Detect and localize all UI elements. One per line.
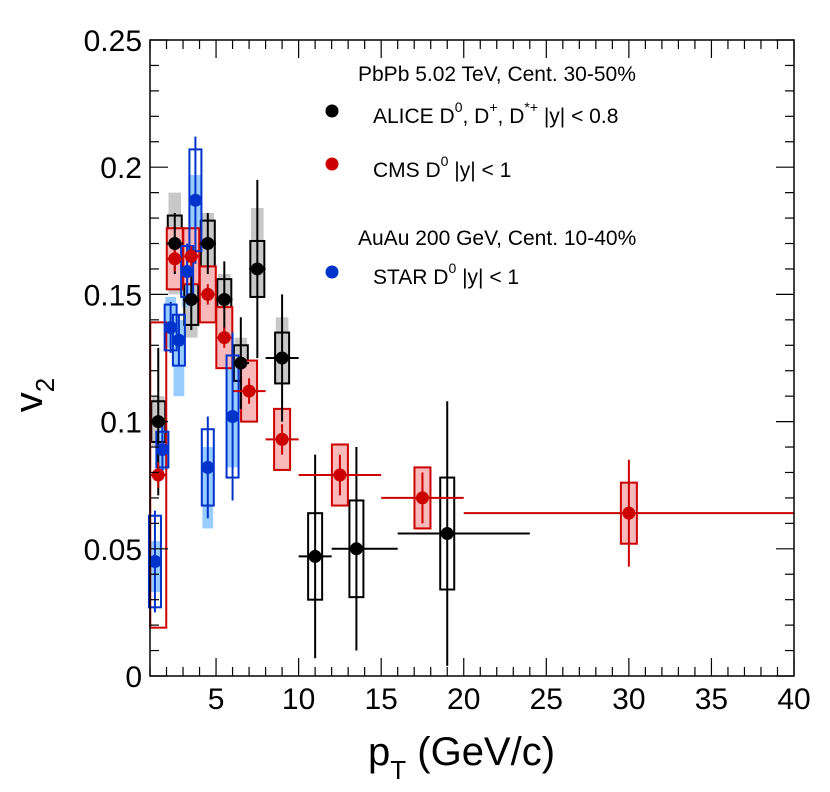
plot-frame-layer [149,39,795,677]
alice-point-9 [349,542,363,556]
star-point-7 [226,410,240,424]
alice-point-7 [275,351,289,365]
x-tick-label-2: 15 [364,683,397,716]
y-tick-label-4: 0.2 [100,152,142,185]
alice-point-5 [234,356,248,370]
cms-point-9 [622,506,636,520]
star-point-0 [148,555,162,569]
x-tick-label-1: 10 [282,683,315,716]
cms-point-4 [217,331,231,345]
data-points-layer [148,193,636,569]
plot-frame [149,39,795,677]
alice-point-6 [250,262,264,276]
cms-point-7 [333,468,347,482]
star-point-1 [155,443,169,457]
legend-label-star: STAR D0 |y| < 1 [373,260,519,289]
x-tick-label-0: 5 [208,683,225,716]
y-tick-label-0: 0 [125,661,142,694]
y-axis-title-main: v [7,392,51,412]
legend-marker-star [325,265,339,279]
systematic-boxes-layer [147,148,638,629]
y-tick-label-1: 0.05 [84,534,142,567]
star-point-3 [172,333,186,347]
legend-marker-cms [325,157,339,171]
cms-point-6 [275,432,289,446]
alice-point-8 [308,549,322,563]
y-tick-label-5: 0.25 [84,25,142,58]
legend-header-pbpb: PbPb 5.02 TeV, Cent. 30-50% [358,63,636,86]
star-point-4 [180,265,194,279]
alice-point-1 [168,237,182,251]
y-tick-label-3: 0.15 [84,279,142,312]
y-tick-label-2: 0.1 [100,407,142,440]
alice-point-3 [201,237,215,251]
star-point-6 [201,460,215,474]
x-axis-title-sub: T [390,755,406,785]
x-axis-title-unit: (GeV/c) [406,730,555,774]
star-point-5 [188,193,202,207]
tick-labels-layer: 5 10 15 20 25 30 35 40 0 0.05 0.1 0.15 0.2 0.25 [84,25,811,716]
legend: PbPb 5.02 TeV, Cent. 30-50% ALICE D0, D+… [325,63,636,289]
cms-point-8 [415,491,429,505]
x-tick-label-4: 25 [530,683,563,716]
legend-header-auau: AuAu 200 GeV, Cent. 10-40% [358,227,636,250]
cms-point-3 [201,287,215,301]
x-tick-label-7: 40 [777,683,810,716]
alice-point-2 [184,292,198,306]
x-tick-label-5: 30 [612,683,645,716]
x-axis-title: pT (GeV/c) [368,730,555,785]
y-axis-title: v2 [7,378,60,412]
x-tick-label-3: 20 [447,683,480,716]
alice-point-10 [440,527,454,541]
cms-point-0 [151,468,165,482]
x-tick-label-6: 35 [695,683,728,716]
x-axis-title-main: p [368,730,390,774]
legend-label-cms: CMS D0 |y| < 1 [373,153,511,182]
alice-point-4 [217,292,231,306]
cms-point-5 [242,384,256,398]
cms-point-1 [168,252,182,266]
cms-point-2 [184,249,198,263]
legend-label-alice: ALICE D0, D+, D*+ |y| < 0.8 [373,99,618,128]
star-point-2 [164,320,178,334]
legend-marker-alice [325,104,339,118]
y-axis-title-sub: 2 [30,378,60,392]
